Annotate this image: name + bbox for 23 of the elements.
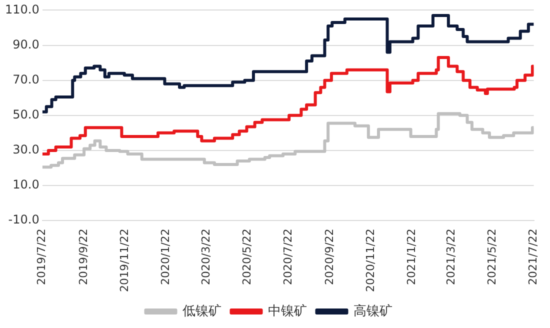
legend-label: 中镍矿 (268, 304, 307, 319)
x-tick-label: 2020/3/22 (199, 228, 212, 286)
y-tick-label: 50.0 (12, 108, 40, 122)
x-tick-label: 2020/1/22 (158, 228, 172, 286)
x-tick-label: 2021/1/22 (404, 228, 418, 286)
x-tick-label: 2020/11/22 (364, 228, 377, 292)
x-tick-label: 2020/7/22 (281, 228, 294, 286)
y-tick-label: 10.0 (12, 178, 40, 192)
x-tick-label: 2020/9/22 (322, 228, 336, 286)
y-tick-label: -10.0 (8, 212, 40, 227)
x-tick-label: 2021/7/22 (526, 228, 540, 286)
y-tick-label: 70.0 (12, 72, 40, 86)
x-tick-label: 2019/9/22 (76, 228, 90, 286)
x-tick-label: 2020/5/22 (240, 228, 254, 286)
x-tick-label: 2021/5/22 (486, 228, 499, 286)
legend-label: 低镍矿 (182, 304, 222, 319)
y-tick-label: 90.0 (12, 37, 40, 52)
legend-label: 高镍矿 (353, 302, 392, 319)
x-tick-label: 2019/7/22 (35, 228, 48, 286)
y-tick-label: 30.0 (12, 142, 40, 157)
x-tick-label: 2019/11/22 (118, 228, 131, 292)
y-tick-label: 110.0 (4, 2, 40, 16)
x-tick-label: 2021/3/22 (444, 228, 458, 286)
